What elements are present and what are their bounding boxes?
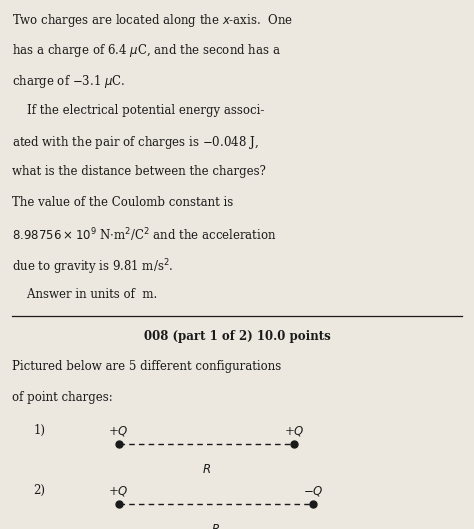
Text: due to gravity is 9.81 m/s$^2$.: due to gravity is 9.81 m/s$^2$. <box>12 257 173 277</box>
Text: +$Q$: +$Q$ <box>108 424 129 438</box>
Text: +$Q$: +$Q$ <box>283 424 304 438</box>
Text: 1): 1) <box>33 424 45 437</box>
Text: what is the distance between the charges?: what is the distance between the charges… <box>12 165 266 178</box>
Text: Pictured below are 5 different configurations: Pictured below are 5 different configura… <box>12 360 281 373</box>
Text: 2): 2) <box>33 484 45 497</box>
Text: has a charge of 6.4 $\mu$C, and the second has a: has a charge of 6.4 $\mu$C, and the seco… <box>12 42 281 59</box>
Text: $-Q$: $-Q$ <box>302 484 323 498</box>
Text: +$Q$: +$Q$ <box>108 484 129 498</box>
Text: Answer in units of  m.: Answer in units of m. <box>12 288 157 301</box>
Text: $R$: $R$ <box>211 523 220 529</box>
Text: of point charges:: of point charges: <box>12 391 113 404</box>
Text: The value of the Coulomb constant is: The value of the Coulomb constant is <box>12 196 233 209</box>
Text: charge of $-$3.1 $\mu$C.: charge of $-$3.1 $\mu$C. <box>12 73 125 90</box>
Text: Two charges are located along the $x$-axis.  One: Two charges are located along the $x$-ax… <box>12 12 293 29</box>
Text: 008 (part 1 of 2) 10.0 points: 008 (part 1 of 2) 10.0 points <box>144 330 330 343</box>
Text: $R$: $R$ <box>201 463 211 476</box>
Text: $8.98756 \times 10^9$ N$\cdot$m$^2$/C$^2$ and the acceleration: $8.98756 \times 10^9$ N$\cdot$m$^2$/C$^2… <box>12 226 276 244</box>
Text: If the electrical potential energy associ-: If the electrical potential energy assoc… <box>12 104 264 117</box>
Text: ated with the pair of charges is $-$0.048 J,: ated with the pair of charges is $-$0.04… <box>12 134 258 151</box>
